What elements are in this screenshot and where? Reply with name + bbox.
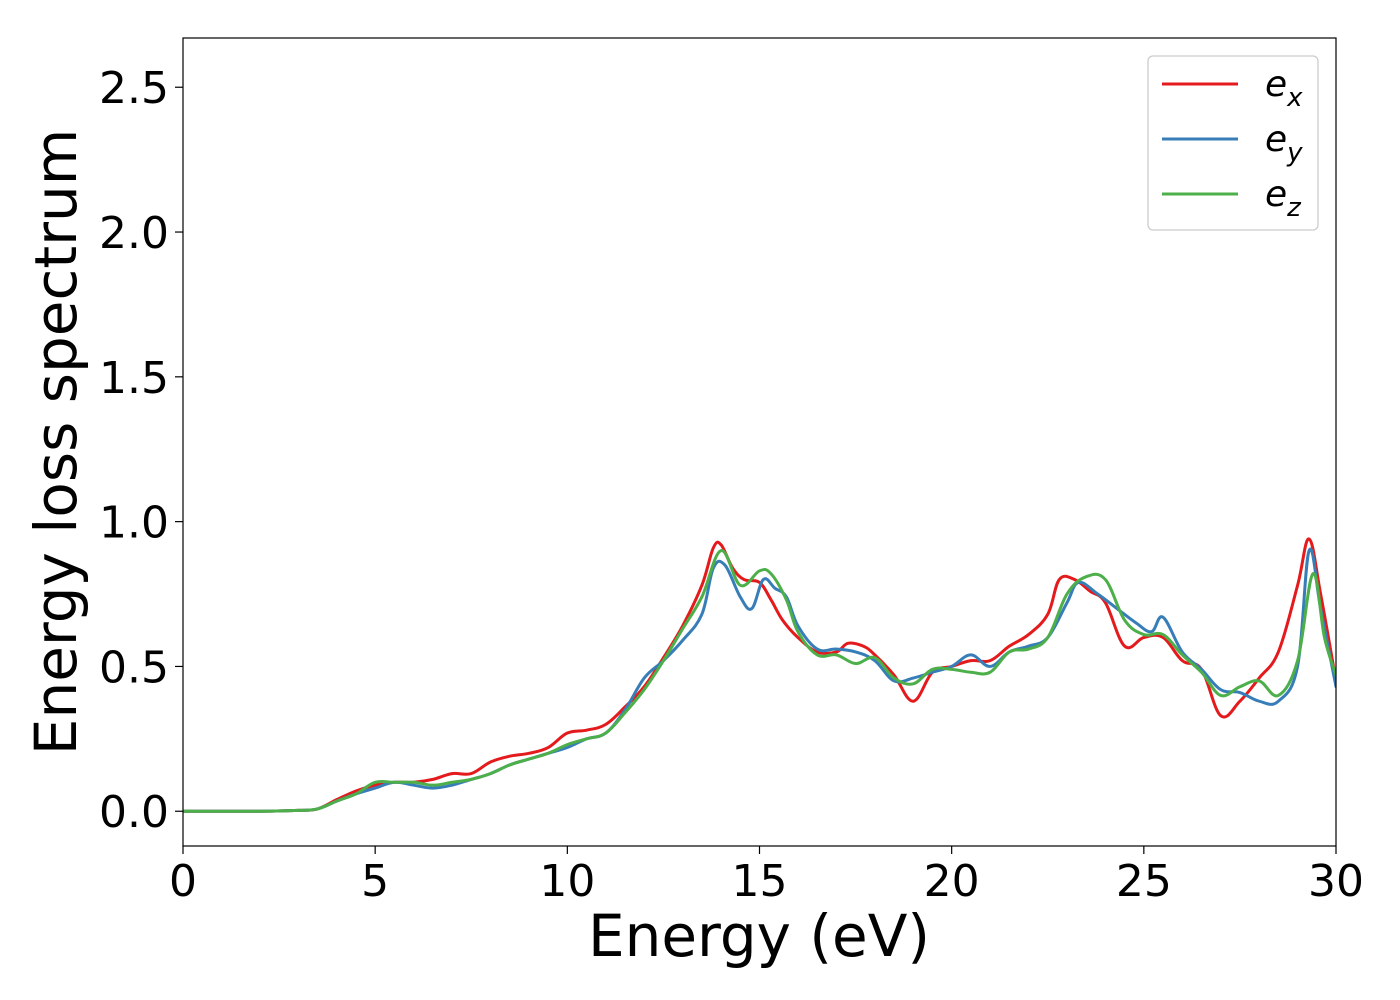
series-line-e-z <box>183 549 1336 813</box>
series-line-e-x <box>183 537 1336 813</box>
x-axis-label: Energy (eV) <box>588 902 930 970</box>
y-tick-label: 0.5 <box>99 642 169 693</box>
y-tick-label: 1.0 <box>99 498 169 549</box>
legend-label-e-y: ey <box>1265 119 1303 168</box>
plot-background <box>183 38 1336 846</box>
y-tick-label: 0.0 <box>99 787 169 838</box>
y-tick-label: 2.5 <box>99 63 169 114</box>
legend-box <box>1147 55 1319 231</box>
legend: ex ey ez <box>1147 55 1319 231</box>
y-tick-label: 2.0 <box>99 208 169 259</box>
y-axis: 0.0 0.5 1.0 1.5 2.0 2.5 <box>99 63 183 838</box>
x-tick-label: 10 <box>539 856 595 907</box>
y-axis-label: Energy loss spectrum <box>22 129 90 755</box>
y-tick-label: 1.5 <box>99 353 169 404</box>
legend-entries: ex ey ez <box>1162 64 1303 223</box>
legend-label-e-x: ex <box>1265 64 1303 113</box>
legend-label-e-z: ez <box>1265 174 1302 223</box>
series-layer <box>183 537 1336 813</box>
x-tick-label: 25 <box>1116 856 1172 907</box>
x-tick-label: 5 <box>361 856 389 907</box>
x-tick-label: 20 <box>924 856 980 907</box>
x-tick-label: 15 <box>732 856 788 907</box>
x-axis: 0 5 10 15 20 25 30 <box>169 846 1364 907</box>
x-tick-label: 30 <box>1308 856 1364 907</box>
x-tick-label: 0 <box>169 856 197 907</box>
